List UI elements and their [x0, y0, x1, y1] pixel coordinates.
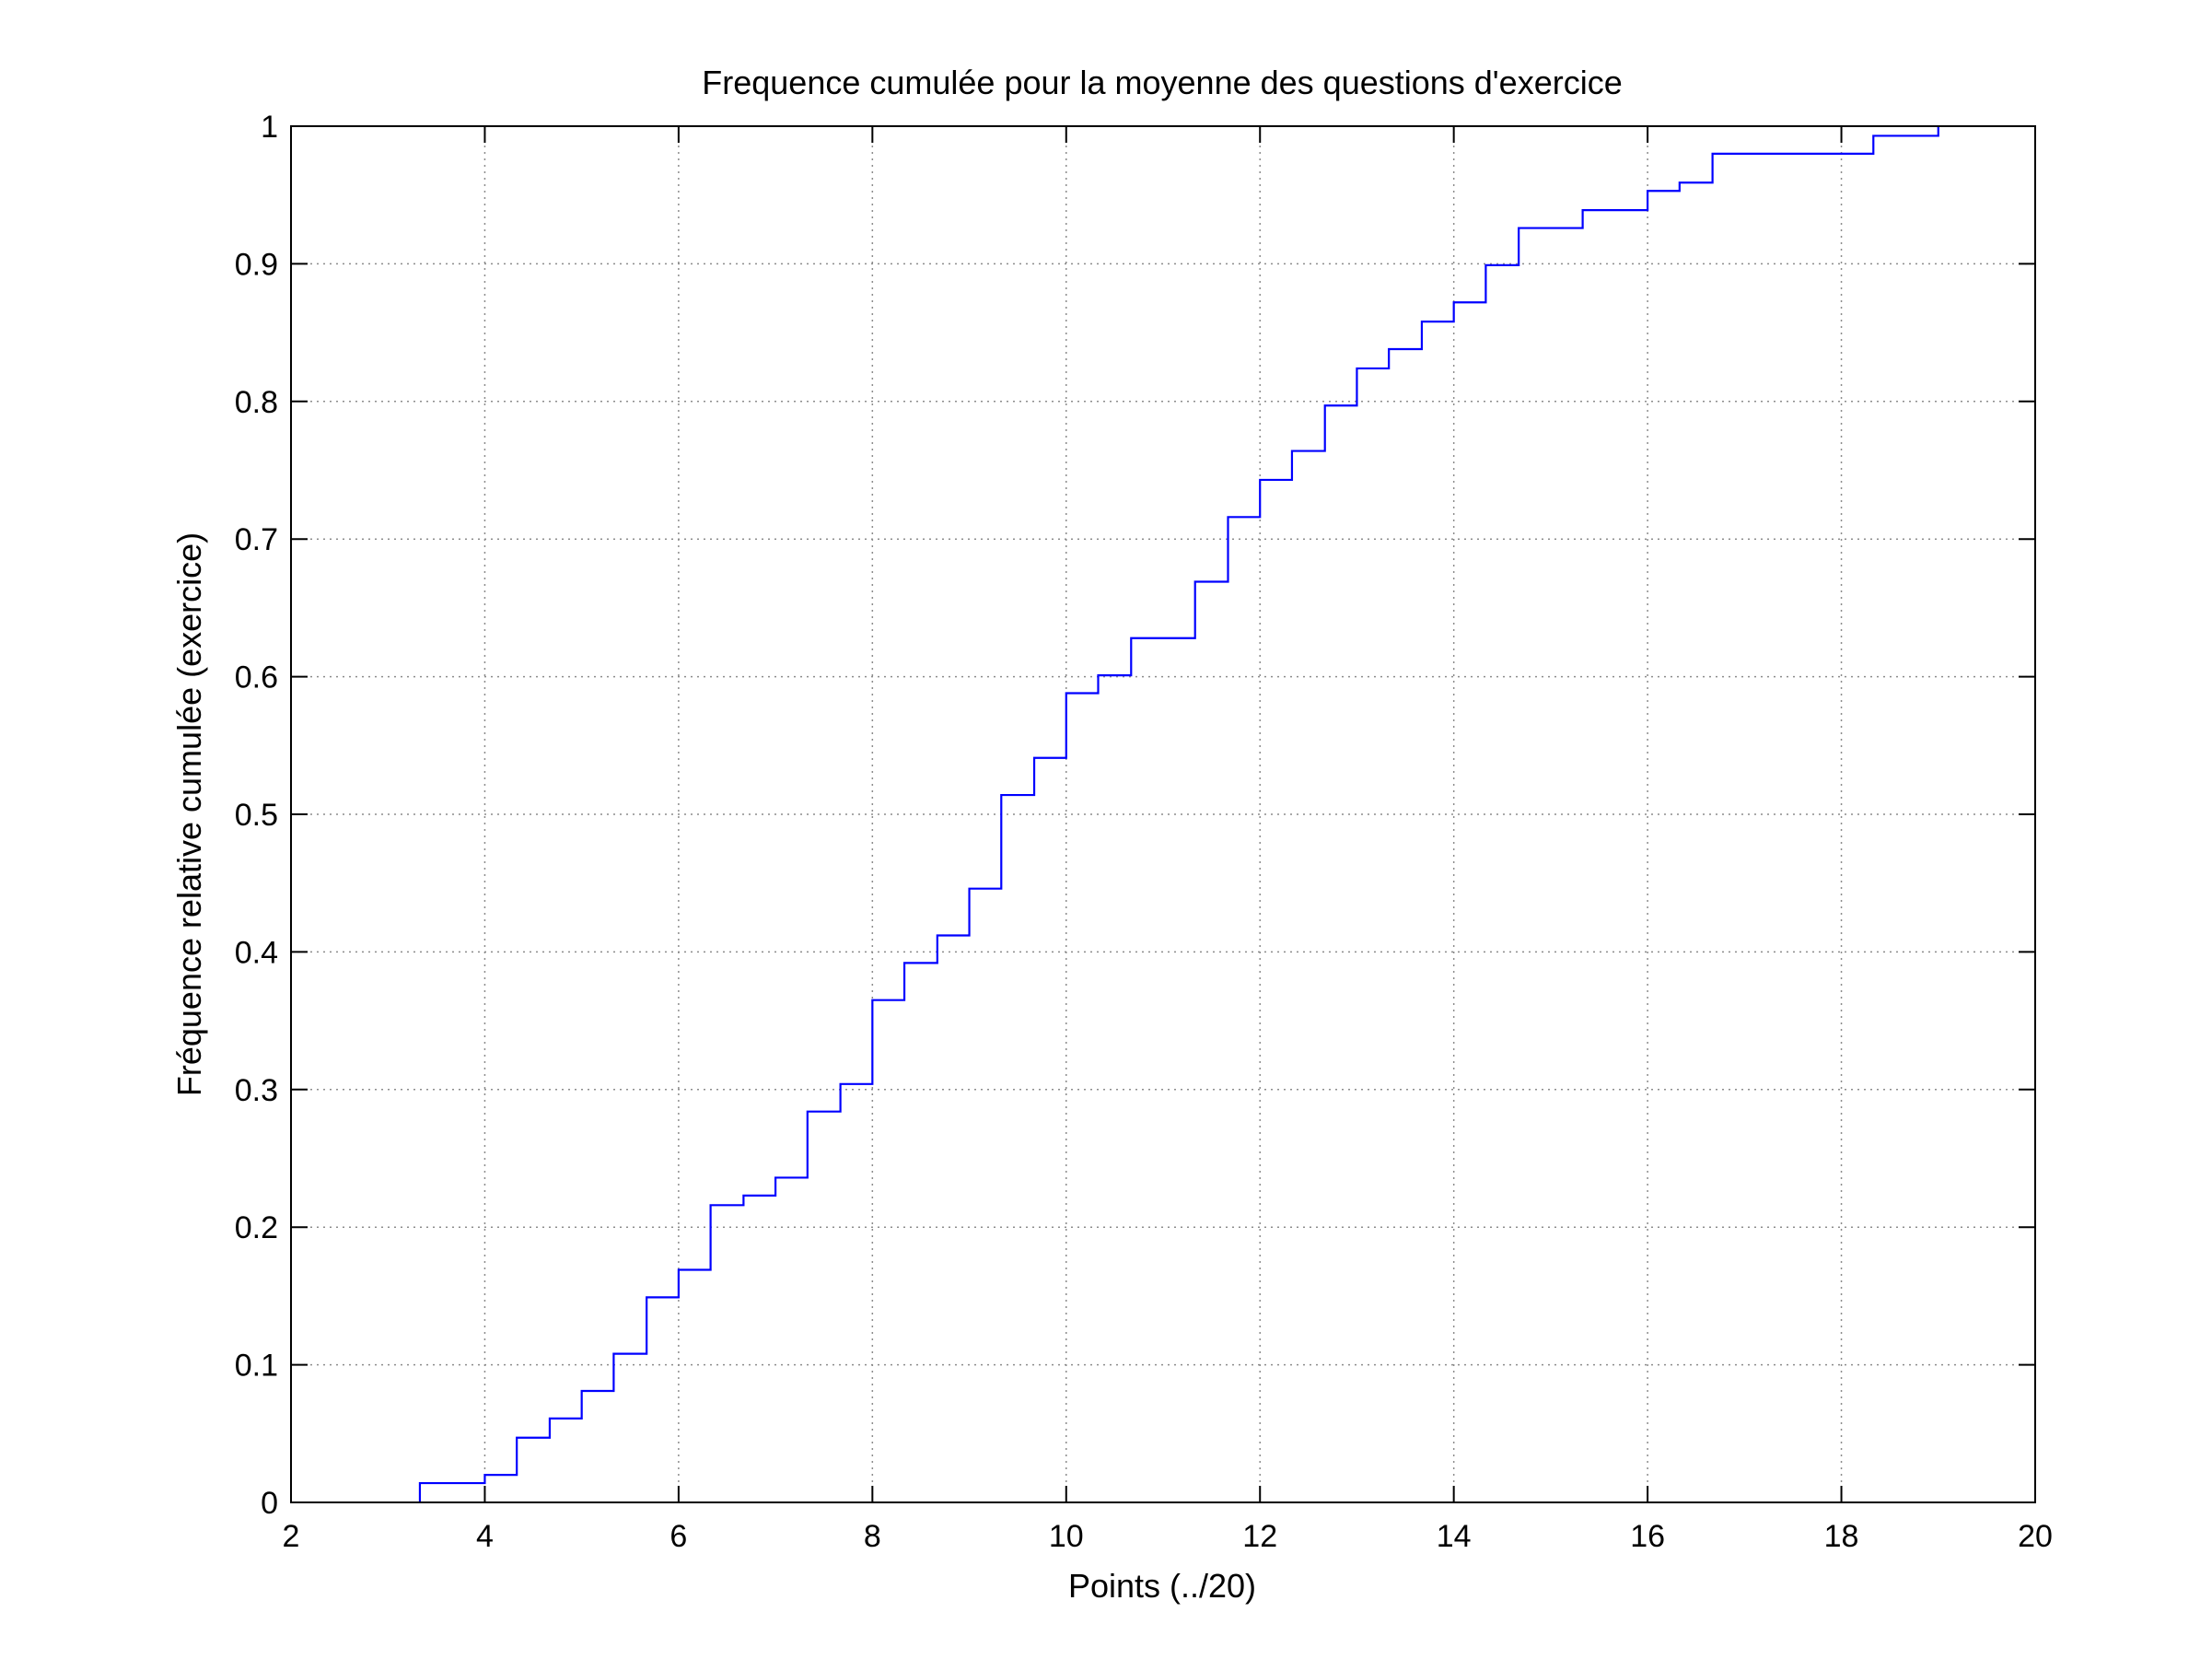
cumulative-frequency-step-line [418, 126, 1939, 1502]
x-tick-label: 14 [1437, 1519, 1472, 1554]
x-tick-label: 2 [283, 1519, 300, 1554]
x-axis-label: Points (../20) [1068, 1567, 1256, 1605]
y-tick-label: 0.8 [235, 385, 278, 420]
x-tick-label: 8 [864, 1519, 881, 1554]
y-tick-label: 0.9 [235, 247, 278, 282]
y-axis-label: Fréquence relative cumulée (exercice) [170, 532, 208, 1096]
x-tick-label: 6 [669, 1519, 687, 1554]
x-tick-label: 4 [476, 1519, 494, 1554]
y-tick-label: 0.4 [235, 935, 278, 970]
grid-lines [291, 126, 2035, 1502]
y-tick-label: 0.1 [235, 1349, 278, 1384]
y-tick-label: 0.6 [235, 660, 278, 695]
x-tick-labels: 2 4 6 8 10 12 14 16 18 20 [283, 1519, 2053, 1554]
x-tick-label: 12 [1242, 1519, 1277, 1554]
axis-ticks [290, 125, 2036, 1503]
y-tick-label: 0.7 [235, 522, 278, 557]
y-tick-labels: 0 0.1 0.2 0.3 0.4 0.5 0.6 0.7 0.8 0.9 1 [235, 110, 278, 1521]
y-tick-label: 0.2 [235, 1210, 278, 1245]
x-tick-label: 16 [1630, 1519, 1665, 1554]
x-tick-label: 18 [1824, 1519, 1859, 1554]
y-tick-label: 0 [261, 1486, 278, 1521]
y-tick-label: 1 [261, 110, 278, 145]
x-tick-label: 10 [1049, 1519, 1084, 1554]
y-tick-label: 0.3 [235, 1073, 278, 1108]
y-tick-label: 0.5 [235, 798, 278, 833]
data-series [418, 126, 1939, 1502]
x-tick-label: 20 [2018, 1519, 2053, 1554]
chart-title: Frequence cumulée pour la moyenne des qu… [702, 64, 1622, 101]
